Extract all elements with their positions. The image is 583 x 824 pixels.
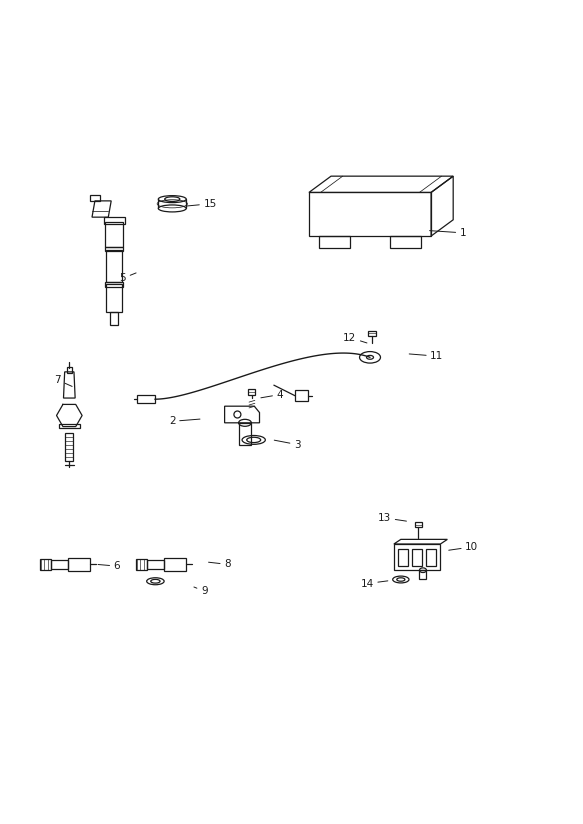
Bar	[65, 433, 73, 461]
Bar	[51, 559, 68, 569]
Text: 13: 13	[378, 513, 406, 523]
Bar	[426, 550, 436, 565]
Bar	[398, 550, 409, 565]
Text: 9: 9	[194, 586, 208, 596]
Text: 2: 2	[169, 416, 200, 426]
Text: 8: 8	[209, 559, 231, 569]
Bar	[147, 559, 164, 569]
Bar	[106, 250, 122, 283]
Bar	[106, 284, 122, 312]
Bar	[419, 570, 426, 579]
Text: 14: 14	[360, 578, 388, 588]
Text: 11: 11	[409, 351, 444, 361]
Text: 3: 3	[274, 439, 301, 450]
Text: 5: 5	[120, 273, 136, 283]
Text: 1: 1	[430, 228, 466, 238]
Bar	[238, 423, 251, 445]
Text: 15: 15	[187, 199, 217, 208]
Bar	[105, 283, 124, 287]
Text: 10: 10	[449, 542, 479, 552]
Bar	[104, 218, 125, 224]
Bar	[248, 389, 255, 395]
Bar	[368, 330, 376, 336]
Text: 7: 7	[54, 375, 72, 386]
Bar	[136, 559, 147, 569]
Bar	[40, 559, 51, 569]
Bar	[90, 195, 100, 201]
Text: 12: 12	[343, 333, 367, 343]
Bar	[394, 544, 440, 570]
Text: 6: 6	[98, 561, 120, 571]
Bar	[415, 522, 422, 527]
Bar	[164, 558, 186, 571]
Bar	[412, 550, 422, 565]
Bar	[106, 222, 123, 247]
Text: 4: 4	[261, 390, 283, 400]
Bar	[68, 558, 90, 571]
Bar	[105, 247, 124, 251]
Bar	[138, 396, 155, 403]
Bar	[66, 368, 72, 373]
Bar	[59, 424, 80, 428]
Bar	[295, 391, 308, 401]
Bar	[110, 312, 118, 325]
